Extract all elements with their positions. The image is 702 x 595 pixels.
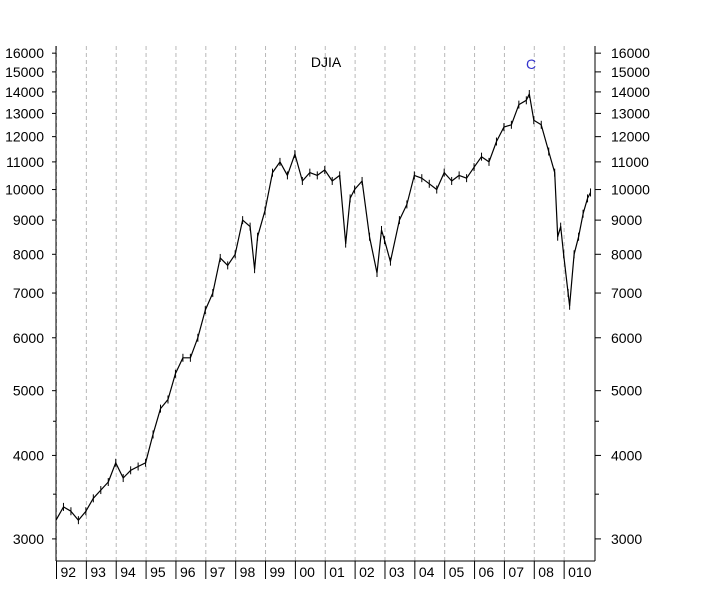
y-tick-label-left: 4000 bbox=[13, 447, 44, 463]
grid-lines bbox=[56, 46, 565, 561]
y-tick-label-left: 8000 bbox=[13, 246, 44, 262]
y-tick-label-left: 10000 bbox=[5, 182, 44, 198]
x-tick-label: 94 bbox=[120, 564, 136, 580]
x-tick-label: 96 bbox=[180, 564, 196, 580]
price-series bbox=[55, 89, 592, 525]
y-tick-label-right: 8000 bbox=[611, 246, 642, 262]
x-tick-label: 92 bbox=[61, 564, 77, 580]
x-tick-label: 06 bbox=[479, 564, 495, 580]
x-tick-label: 08 bbox=[538, 564, 554, 580]
y-tick-label-right: 10000 bbox=[611, 182, 650, 198]
y-tick-label-left: 14000 bbox=[5, 84, 44, 100]
y-tick-label-left: 5000 bbox=[13, 383, 44, 399]
y-tick-label-left: 16000 bbox=[5, 45, 44, 61]
y-tick-label-right: 15000 bbox=[611, 64, 650, 80]
x-tick-label: 02 bbox=[359, 564, 375, 580]
x-tick-label: 03 bbox=[389, 564, 405, 580]
x-tick-label: 93 bbox=[90, 564, 106, 580]
y-tick-label-right: 7000 bbox=[611, 285, 642, 301]
x-tick-label: 97 bbox=[210, 564, 226, 580]
tick-marks bbox=[52, 52, 601, 579]
y-tick-label-right: 5000 bbox=[611, 383, 642, 399]
x-tick-label: 99 bbox=[270, 564, 286, 580]
y-tick-label-right: 9000 bbox=[611, 212, 642, 228]
x-tick-label: 05 bbox=[449, 564, 465, 580]
x-tick-label: 95 bbox=[150, 564, 166, 580]
y-tick-label-right: 6000 bbox=[611, 330, 642, 346]
series-line bbox=[55, 93, 592, 521]
x-tick-label: 00 bbox=[299, 564, 315, 580]
y-tick-label-left: 6000 bbox=[13, 330, 44, 346]
tick-labels: 3000 3000 4000 4000 5000 5000 6000 6000 7000 7000… bbox=[5, 45, 650, 580]
y-tick-label-left: 7000 bbox=[13, 285, 44, 301]
y-tick-label-right: 4000 bbox=[611, 447, 642, 463]
y-tick-label-left: 12000 bbox=[5, 129, 44, 145]
x-tick-label: 98 bbox=[240, 564, 256, 580]
x-tick-label: 01 bbox=[329, 564, 345, 580]
wave-label-c: C bbox=[526, 56, 536, 72]
y-tick-label-right: 11000 bbox=[611, 154, 649, 170]
y-tick-label-right: 13000 bbox=[611, 105, 650, 121]
x-tick-label: 07 bbox=[508, 564, 524, 580]
y-tick-label-left: 9000 bbox=[13, 212, 44, 228]
y-tick-label-right: 12000 bbox=[611, 129, 650, 145]
y-tick-label-left: 13000 bbox=[5, 105, 44, 121]
y-tick-label-left: 11000 bbox=[6, 154, 44, 170]
y-tick-label-left: 15000 bbox=[5, 64, 44, 80]
x-tick-label: 010 bbox=[568, 564, 592, 580]
y-tick-label-left: 3000 bbox=[13, 531, 44, 547]
chart-title: DJIA bbox=[311, 54, 342, 70]
x-tick-label: 04 bbox=[419, 564, 435, 580]
y-tick-label-right: 16000 bbox=[611, 45, 650, 61]
y-tick-label-right: 14000 bbox=[611, 84, 650, 100]
y-tick-label-right: 3000 bbox=[611, 531, 642, 547]
